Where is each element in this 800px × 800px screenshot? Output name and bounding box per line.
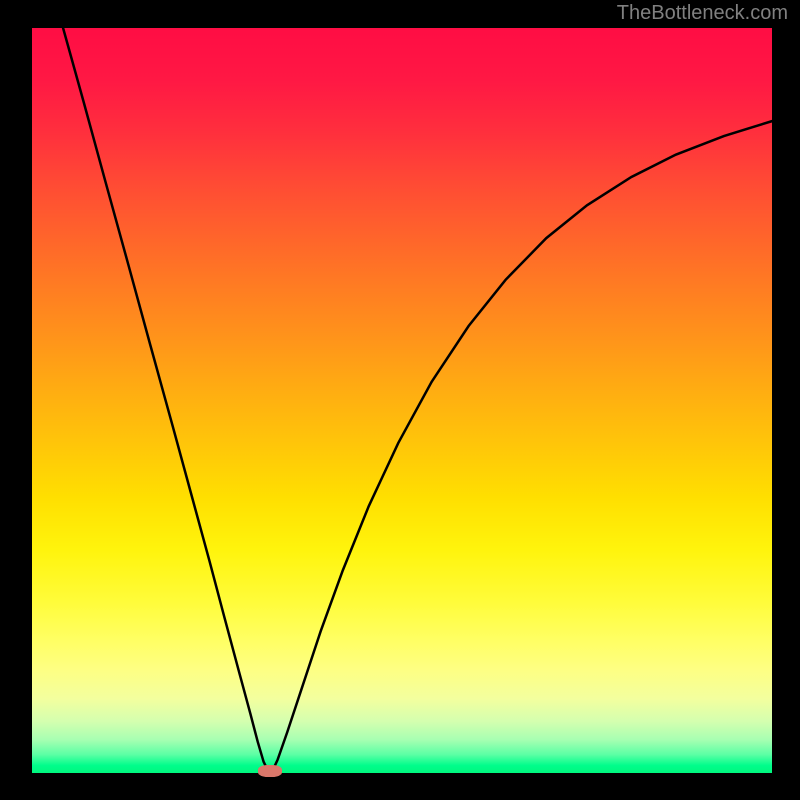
- watermark-text: TheBottleneck.com: [617, 2, 788, 25]
- minimum-marker: [258, 765, 282, 777]
- plot-area: [32, 28, 772, 773]
- curve-left-branch: [63, 28, 268, 771]
- chart-container: TheBottleneck.com: [0, 0, 800, 800]
- curve-layer: [32, 28, 772, 773]
- curve-right-branch: [273, 121, 773, 771]
